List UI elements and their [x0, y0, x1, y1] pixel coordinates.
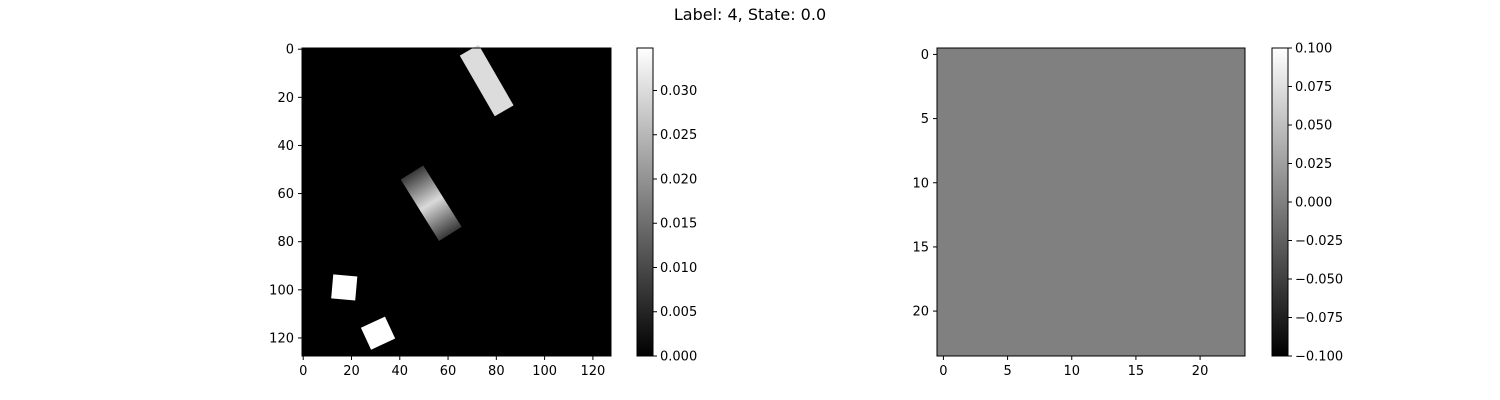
y-tick-label: 20 — [912, 305, 929, 320]
x-tick-label: 40 — [391, 364, 408, 379]
colorbar-tick-label: −0.100 — [1295, 350, 1343, 365]
x-tick-label: 20 — [1192, 364, 1209, 379]
x-tick-label: 15 — [1128, 364, 1145, 379]
colorbar-tick-label: 0.000 — [660, 350, 697, 365]
y-tick-label: 20 — [277, 91, 294, 106]
colorbar-bar — [636, 47, 654, 357]
y-tick-label: 0 — [286, 43, 294, 58]
x-tick-label: 120 — [580, 364, 605, 379]
axes-frame — [301, 47, 612, 357]
colorbar-tick-label: 0.015 — [660, 217, 697, 232]
colorbar-tick-label: 0.010 — [660, 261, 697, 276]
colorbar-tick-label: 0.020 — [660, 172, 697, 187]
figure-title: Label: 4, State: 0.0 — [673, 5, 827, 24]
y-tick-label: 40 — [277, 139, 294, 154]
y-tick-label: 5 — [921, 112, 929, 127]
colorbar-tick-label: 0.050 — [1295, 119, 1332, 134]
x-tick-label: 0 — [299, 364, 307, 379]
heatmap-object — [360, 316, 396, 350]
colorbar-1: 0.000 0.005 0.010 0.015 0.020 0.025 0.030 — [636, 47, 697, 365]
heatmap-object — [331, 274, 358, 301]
heatmap-object — [400, 165, 462, 241]
heatmap-object — [459, 44, 514, 117]
colorbar-tick-label: −0.025 — [1295, 234, 1343, 249]
colorbar-tick-label: 0.025 — [660, 128, 697, 143]
x-tick-label: 60 — [440, 364, 457, 379]
x-tick-label: 80 — [488, 364, 505, 379]
y-tick-label: 100 — [269, 283, 294, 298]
colorbar-tick-label: −0.050 — [1295, 273, 1343, 288]
colorbar-2: −0.100 −0.075 −0.050 −0.025 0.000 0.025 0.050 0… — [1271, 42, 1343, 365]
colorbar-tick-label: 0.030 — [660, 84, 697, 99]
axes-frame — [936, 47, 1246, 357]
x-tick-label: 100 — [532, 364, 557, 379]
y-tick-label: 60 — [277, 187, 294, 202]
colorbar-tick-label: 0.005 — [660, 305, 697, 320]
y-tick-label: 15 — [912, 240, 929, 255]
y-tick-label: 120 — [269, 331, 294, 346]
colorbar-tick-label: 0.025 — [1295, 157, 1332, 172]
x-tick-label: 5 — [1003, 364, 1011, 379]
heatmap-background — [937, 48, 1245, 356]
heatmap-panel-2: 0 5 10 15 20 0 5 10 15 20 — [912, 47, 1246, 379]
x-tick-label: 10 — [1063, 364, 1080, 379]
colorbar-tick-label: 0.075 — [1295, 80, 1332, 95]
colorbar-tick-label: −0.075 — [1295, 311, 1343, 326]
x-tick-label: 20 — [343, 364, 360, 379]
y-tick-label: 0 — [921, 48, 929, 63]
x-tick-label: 0 — [939, 364, 947, 379]
colorbar-tick-label: 0.100 — [1295, 42, 1332, 57]
y-tick-label: 10 — [912, 176, 929, 191]
heatmap-panel-1: 0 20 40 60 80 100 120 0 20 40 60 80 100 120 — [269, 43, 612, 379]
heatmap-background — [302, 48, 611, 356]
colorbar-tick-label: 0.000 — [1295, 196, 1332, 211]
y-tick-label: 80 — [277, 235, 294, 250]
colorbar-bar — [1271, 47, 1289, 357]
